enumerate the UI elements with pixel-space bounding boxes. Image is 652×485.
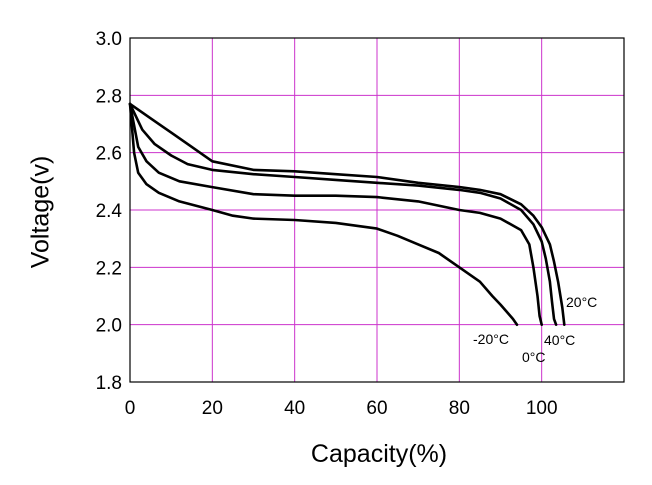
y-tick-label: 3.0 xyxy=(96,29,122,50)
series-line-40c xyxy=(128,102,558,327)
series-line-minus20c xyxy=(128,102,519,327)
x-tick-label: 60 xyxy=(366,398,387,419)
grid-lines xyxy=(130,38,624,382)
curves xyxy=(128,102,566,327)
y-tick-label: 2.2 xyxy=(96,258,122,279)
x-tick-label: 0 xyxy=(125,398,136,419)
y-tick-label: 2.8 xyxy=(96,86,122,107)
y-axis-title: Voltage(v) xyxy=(27,156,55,269)
x-axis-title: Capacity(%) xyxy=(311,440,447,468)
plot-frame xyxy=(129,37,625,383)
curve-label: 40°C xyxy=(544,332,575,348)
x-tick-label: 20 xyxy=(202,398,223,419)
series-line-20c xyxy=(128,102,566,327)
tick-labels: 0 20 40 60 80 100 1.8 2.0 2.2 2.4 2.6 2.8 3.0 xyxy=(96,29,558,419)
curve-label: 20°C xyxy=(566,294,597,310)
curve-label: 0°C xyxy=(522,349,546,365)
x-tick-label: 100 xyxy=(526,398,558,419)
curve-label: -20°C xyxy=(473,331,509,347)
y-tick-label: 1.8 xyxy=(96,373,122,394)
x-tick-label: 40 xyxy=(284,398,305,419)
series-line-0c xyxy=(128,102,544,327)
x-tick-label: 80 xyxy=(449,398,470,419)
y-tick-label: 2.6 xyxy=(96,144,122,165)
y-tick-label: 2.4 xyxy=(96,201,123,222)
annotations: 20°C 40°C -20°C 0°C xyxy=(473,294,597,365)
y-tick-label: 2.0 xyxy=(96,316,122,337)
